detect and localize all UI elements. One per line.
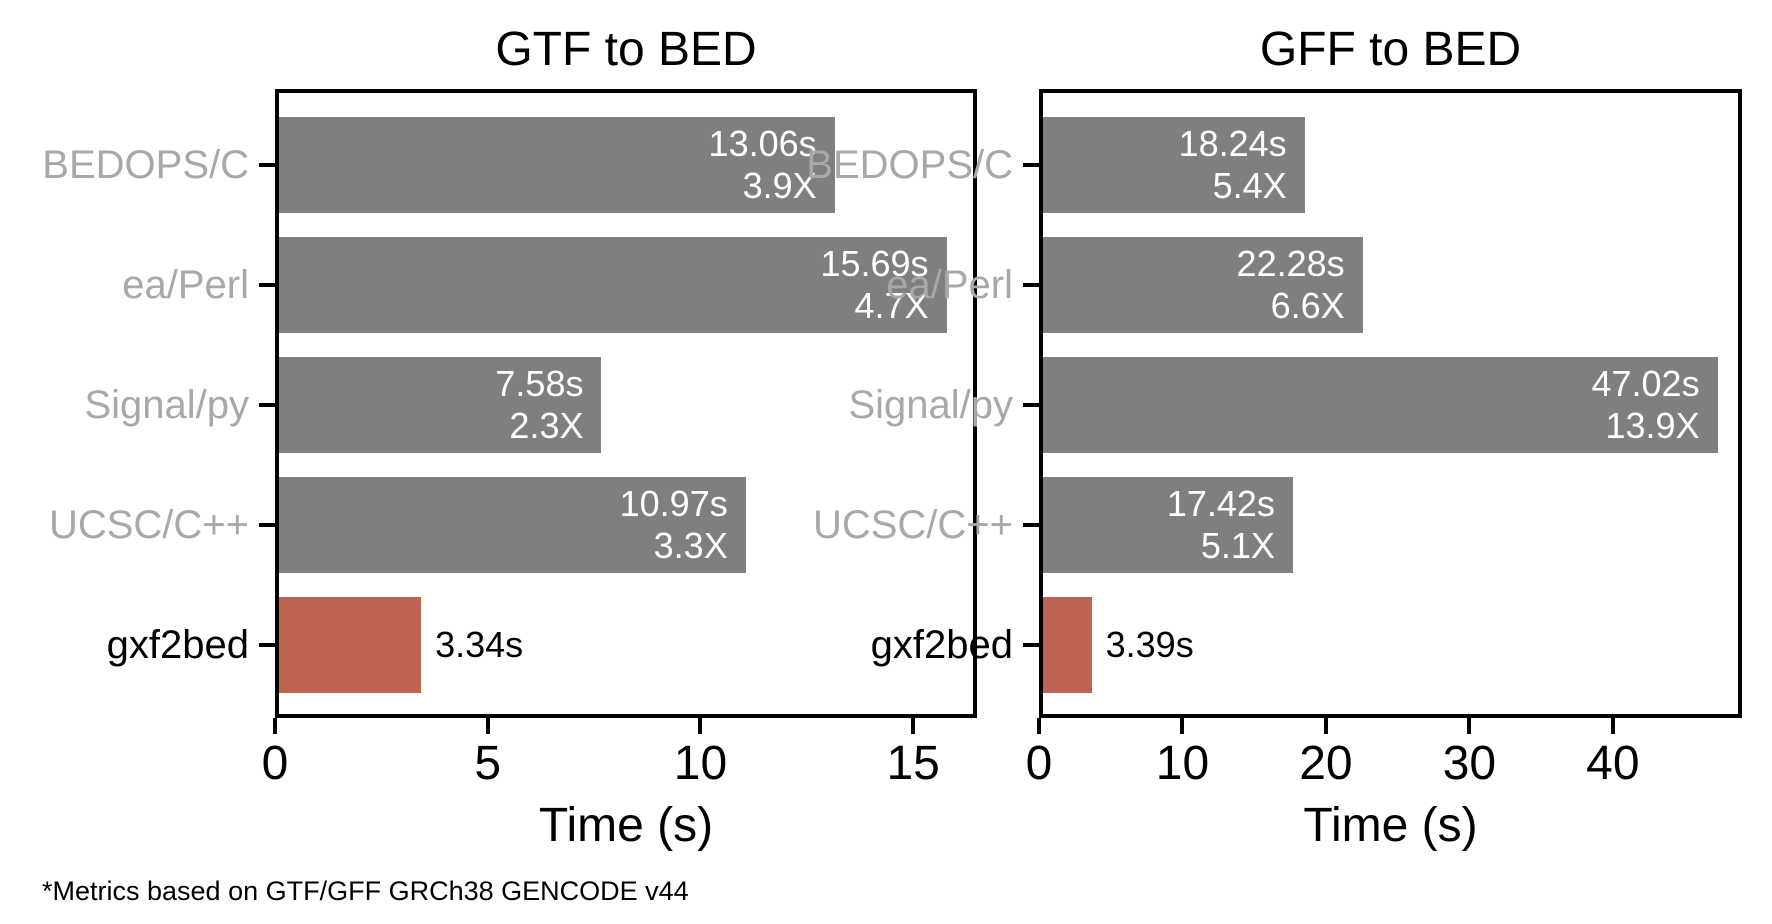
y-category-label-ea-perl: ea/Perl — [122, 263, 249, 307]
y-tick — [1023, 283, 1039, 287]
bar-ucsc-cpp — [279, 477, 746, 573]
bar-outside-label-gxf2bed: 3.39s — [1105, 624, 1194, 665]
x-tick — [1467, 718, 1472, 734]
bar-signal-py — [279, 357, 602, 453]
bar-value-label-signal-py: 47.02s 13.9X — [1043, 357, 1700, 453]
x-tick — [698, 718, 703, 734]
bar-speedup-label: 13.9X — [1605, 405, 1700, 446]
x-axis-label-gff: Time (s) — [1303, 799, 1478, 852]
y-tick — [259, 523, 275, 527]
y-category-label-bedops-c: BEDOPS/C — [806, 143, 1013, 187]
y-category-label-gxf2bed: gxf2bed — [870, 623, 1013, 667]
bar-value-label-ea-perl: 15.69s 4.7X — [279, 237, 929, 333]
y-category-label-gxf2bed: gxf2bed — [106, 623, 249, 667]
bar-outside-label-gxf2bed: 3.34s — [435, 624, 524, 665]
y-tick — [1023, 523, 1039, 527]
bar-speedup-label: 5.1X — [1200, 525, 1275, 566]
bar-value-label-bedops-c: 18.24s 5.4X — [1043, 117, 1287, 213]
x-tick-label: 40 — [1586, 737, 1640, 790]
y-category-label-ea-perl: ea/Perl — [886, 263, 1013, 307]
bar-time-label: 13.06s — [708, 123, 817, 164]
bar-time-label: 22.28s — [1236, 243, 1345, 284]
bar-speedup-label: 3.3X — [653, 525, 728, 566]
y-category-label-ucsc-cpp: UCSC/C++ — [812, 503, 1013, 547]
x-tick — [273, 718, 277, 734]
bar-ucsc-cpp — [1043, 477, 1293, 573]
chart-title-gtf-to-bed: GTF to BED — [495, 23, 757, 76]
bar-time-label: 47.02s — [1591, 363, 1700, 404]
x-tick-label: 10 — [1155, 737, 1210, 790]
y-category-label-bedops-c: BEDOPS/C — [42, 143, 249, 187]
y-tick — [259, 283, 275, 287]
chart-title-gff-to-bed: GFF to BED — [1259, 23, 1522, 76]
bar-time-label: 15.69s — [820, 243, 929, 284]
bar-value-label-ucsc-cpp: 17.42s 5.1X — [1043, 477, 1275, 573]
x-tick-label: 0 — [261, 737, 289, 790]
y-tick — [1023, 643, 1039, 647]
x-tick — [1323, 718, 1328, 734]
bar-value-label-ea-perl: 22.28s 6.6X — [1043, 237, 1345, 333]
bar-speedup-label: 4.7X — [854, 285, 929, 326]
bar-speedup-label: 5.4X — [1212, 165, 1287, 206]
bar-signal-py — [1043, 357, 1718, 453]
y-category-label-ucsc-cpp: UCSC/C++ — [48, 503, 249, 547]
y-category-label-signal-py: Signal/py — [84, 383, 249, 427]
bar-bedops-c — [1043, 117, 1305, 213]
x-axis-label-gtf: Time (s) — [538, 799, 714, 852]
x-tick — [485, 718, 490, 734]
bar-value-label-ucsc-cpp: 10.97s 3.3X — [279, 477, 728, 573]
x-tick-label: 15 — [886, 737, 940, 790]
x-tick — [1037, 718, 1041, 734]
y-tick — [259, 643, 275, 647]
x-tick — [1180, 718, 1185, 734]
footnote: *Metrics based on GTF/GFF GRCh38 GENCODE… — [42, 876, 689, 906]
bar-speedup-label: 2.3X — [509, 405, 584, 446]
bar-time-label: 17.42s — [1166, 483, 1275, 524]
y-tick — [259, 163, 275, 167]
bar-gxf2bed — [1043, 597, 1092, 693]
x-tick — [911, 718, 916, 734]
y-category-label-signal-py: Signal/py — [848, 383, 1013, 427]
x-tick-label: 10 — [673, 737, 728, 790]
x-tick-label: 5 — [474, 737, 502, 790]
x-tick — [1610, 718, 1615, 734]
bar-ea-perl — [279, 237, 947, 333]
bar-ea-perl — [1043, 237, 1363, 333]
y-tick — [1023, 163, 1039, 167]
bar-value-label-bedops-c: 13.06s 3.9X — [279, 117, 817, 213]
bar-gxf2bed — [279, 597, 422, 693]
y-tick — [259, 403, 275, 407]
bar-value-label-signal-py: 7.58s 2.3X — [279, 357, 583, 453]
bar-time-label: 18.24s — [1178, 123, 1287, 164]
bar-time-label: 10.97s — [619, 483, 728, 524]
plot-area-gff-to-bed — [1039, 89, 1742, 718]
bar-time-label: 7.58s — [495, 363, 584, 404]
y-tick — [1023, 403, 1039, 407]
bar-bedops-c — [279, 117, 835, 213]
x-tick-label: 20 — [1299, 737, 1353, 790]
plot-area-gtf-to-bed — [275, 89, 977, 718]
bar-speedup-label: 3.9X — [742, 165, 817, 206]
x-tick-label: 30 — [1442, 737, 1497, 790]
bar-speedup-label: 6.6X — [1270, 285, 1345, 326]
x-tick-label: 0 — [1025, 737, 1053, 790]
